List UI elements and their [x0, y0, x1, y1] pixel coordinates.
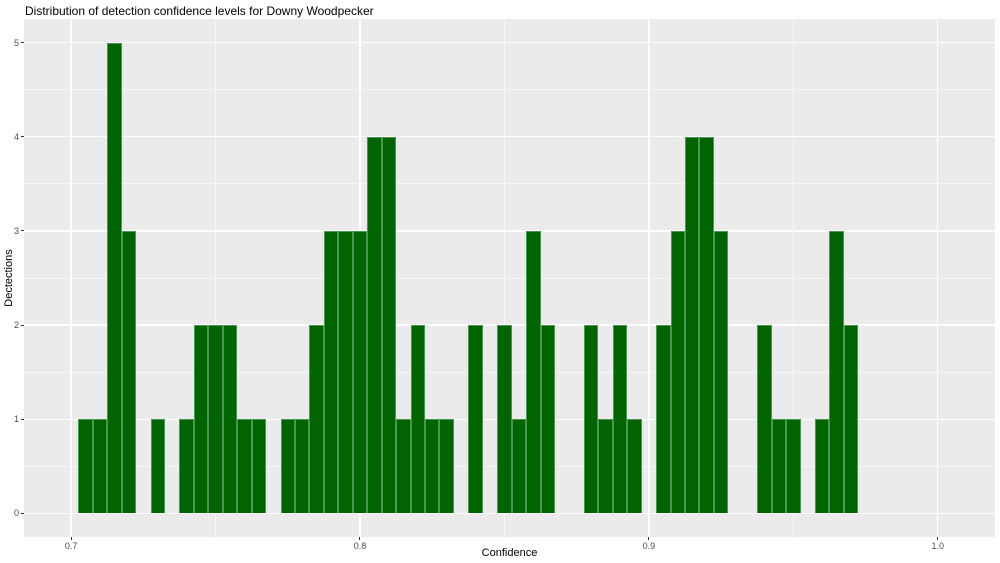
histogram-bar — [685, 136, 700, 514]
histogram-bar — [757, 325, 772, 514]
histogram-bar — [771, 419, 787, 514]
histogram-bar — [511, 419, 527, 514]
histogram-bar — [410, 325, 425, 514]
histogram-bar — [92, 419, 108, 514]
histogram-bar — [150, 419, 165, 514]
histogram-bar — [251, 419, 267, 514]
histogram-bar — [352, 230, 368, 514]
histogram-bar — [786, 419, 801, 514]
histogram-bar — [540, 325, 555, 514]
histogram-bar — [468, 325, 483, 514]
x-axis-title: Confidence — [481, 547, 538, 559]
histogram-bar — [208, 325, 223, 514]
histogram-bar — [367, 136, 382, 514]
y-gridline-minor — [24, 277, 995, 279]
x-tick-mark — [359, 537, 361, 540]
histogram-bar — [338, 230, 353, 514]
histogram-bar — [815, 419, 830, 514]
histogram-bar — [612, 325, 628, 514]
y-axis-title: Dectections — [3, 249, 15, 307]
y-gridline-minor — [24, 89, 995, 91]
y-tick-label: 0 — [13, 508, 19, 519]
histogram-bar — [829, 230, 844, 514]
y-tick-label: 2 — [13, 320, 19, 331]
y-gridline-major — [24, 41, 995, 44]
histogram-bar — [193, 325, 209, 514]
histogram-bar — [598, 419, 613, 514]
x-tick-mark — [937, 537, 939, 540]
x-gridline-major — [648, 19, 650, 537]
histogram-bar — [656, 325, 671, 514]
y-gridline-minor — [24, 183, 995, 185]
y-tick-label: 4 — [13, 131, 19, 142]
y-tick-label: 1 — [13, 414, 19, 425]
histogram-bar — [107, 42, 122, 514]
y-tick-label: 3 — [13, 225, 19, 236]
histogram-bar — [424, 419, 440, 514]
histogram-bar — [439, 419, 454, 514]
chart-title: Distribution of detection confidence lev… — [25, 4, 374, 18]
y-tick-label: 5 — [13, 37, 19, 48]
histogram-bar — [526, 230, 541, 514]
y-gridline-major — [24, 512, 995, 515]
plot-panel — [24, 19, 995, 537]
histogram-bar — [78, 419, 93, 514]
histogram-bar — [222, 325, 238, 514]
histogram-bar — [280, 419, 295, 514]
histogram-bar — [843, 325, 859, 514]
histogram-bar — [670, 230, 685, 514]
histogram-bar — [713, 230, 729, 514]
x-gridline-major — [70, 19, 72, 537]
histogram-bar — [294, 419, 310, 514]
y-gridline-major — [24, 230, 995, 232]
histogram-bar — [699, 136, 714, 514]
histogram-bar — [121, 230, 137, 514]
x-tick-mark — [70, 537, 72, 540]
histogram-bar — [627, 419, 642, 514]
histogram-bar — [323, 230, 339, 514]
y-gridline-major — [24, 136, 995, 138]
histogram-bar — [309, 325, 324, 514]
x-tick-mark — [648, 537, 650, 540]
histogram-bar — [583, 325, 599, 514]
histogram-bar — [237, 419, 252, 514]
histogram-bar — [381, 136, 397, 514]
histogram-bar — [497, 325, 512, 514]
histogram-bar — [179, 419, 194, 514]
histogram-bar — [396, 419, 411, 514]
x-gridline-major — [937, 19, 939, 537]
